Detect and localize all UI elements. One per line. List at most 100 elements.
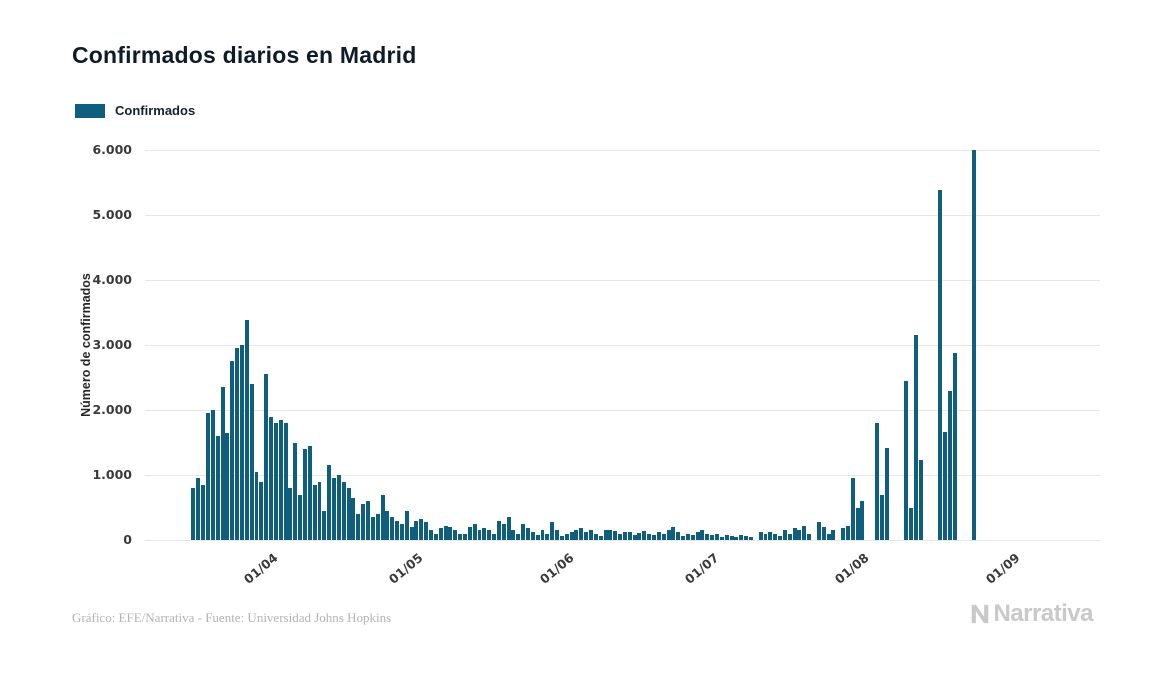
bar: [593, 534, 598, 540]
bar: [525, 528, 530, 540]
bar: [259, 481, 264, 540]
bar: [875, 423, 879, 540]
bar: [904, 380, 909, 540]
bar: [269, 416, 274, 540]
bar: [385, 510, 390, 540]
bar: [773, 534, 778, 540]
bar: [429, 530, 433, 540]
bar: [642, 530, 647, 540]
bar: [971, 150, 976, 540]
bar: [681, 536, 686, 540]
bar: [492, 533, 497, 540]
bar: [618, 533, 623, 540]
bar: [584, 531, 589, 540]
bar: [758, 532, 763, 540]
bar: [821, 527, 826, 540]
gridline: [145, 345, 1100, 346]
bar: [511, 530, 516, 540]
bar: [327, 465, 332, 540]
bar: [322, 510, 327, 540]
bar: [559, 536, 564, 540]
bar: [254, 471, 259, 540]
bar: [414, 520, 419, 540]
bar: [244, 320, 249, 540]
bar: [448, 527, 453, 540]
bar: [196, 478, 201, 540]
bar: [550, 521, 555, 540]
bar: [380, 494, 385, 540]
bar: [395, 520, 400, 540]
bar: [700, 530, 705, 540]
bar: [938, 189, 942, 540]
bar: [763, 533, 768, 540]
bar: [351, 497, 356, 540]
narrativa-n-icon: [969, 603, 993, 625]
bar: [884, 447, 889, 540]
bar: [506, 517, 511, 540]
bar: [370, 517, 375, 540]
bar: [361, 504, 366, 540]
source-caption: Gráfico: EFE/Narrativa - Fuente: Univers…: [72, 610, 392, 625]
legend: Confirmados: [75, 103, 195, 118]
bar: [264, 374, 269, 540]
bar: [569, 532, 574, 540]
bar: [579, 528, 584, 540]
bar: [710, 535, 715, 540]
gridline: [145, 410, 1100, 411]
bar: [288, 488, 293, 540]
bar: [627, 532, 632, 540]
bar: [278, 419, 283, 540]
bar: [438, 528, 443, 540]
bar: [695, 532, 700, 540]
bar: [419, 519, 424, 540]
bar: [666, 530, 671, 540]
x-tick-label: 01/08: [832, 550, 873, 587]
bar: [782, 530, 787, 540]
bar: [312, 484, 317, 540]
bar: [230, 361, 235, 540]
bar: [336, 475, 341, 540]
bar: [656, 531, 661, 540]
bar: [555, 530, 560, 540]
bar: [191, 488, 196, 540]
legend-label: Confirmados: [115, 103, 196, 118]
bar: [298, 494, 303, 540]
bar: [879, 494, 884, 540]
bar: [206, 413, 210, 540]
bar: [792, 528, 797, 540]
bar: [462, 534, 467, 540]
bar: [734, 537, 739, 540]
bar: [467, 527, 472, 540]
bar: [831, 530, 836, 540]
bar: [443, 525, 448, 540]
bar: [719, 536, 724, 540]
bar: [409, 527, 414, 540]
bar: [433, 533, 438, 540]
bar: [225, 432, 230, 540]
bar: [307, 445, 312, 540]
bar: [918, 460, 923, 540]
y-tick-label: 2.000: [92, 402, 132, 417]
bar: [855, 507, 860, 540]
bar: [748, 536, 753, 540]
bar: [729, 536, 734, 540]
y-tick-label: 3.000: [92, 337, 132, 352]
bar: [530, 532, 535, 540]
bar: [778, 536, 783, 540]
gridline: [145, 475, 1100, 476]
bar: [676, 532, 681, 540]
bar: [235, 348, 240, 540]
bar: [453, 530, 458, 540]
bar: [535, 534, 540, 540]
y-tick-label: 0: [123, 532, 132, 547]
bar: [850, 478, 855, 540]
bar: [715, 534, 719, 540]
bar: [239, 345, 244, 540]
bar: [215, 436, 220, 540]
bar: [521, 523, 526, 540]
bar: [913, 334, 918, 540]
bar: [860, 501, 865, 540]
bar: [816, 522, 821, 540]
bar: [802, 525, 807, 540]
bar: [302, 449, 307, 540]
